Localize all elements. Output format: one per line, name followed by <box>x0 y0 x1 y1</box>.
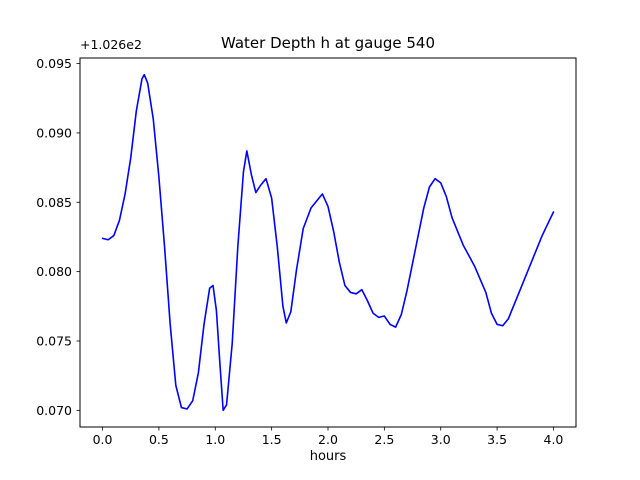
axes-frame <box>79 57 577 428</box>
x-tick-label: 3.5 <box>487 432 507 447</box>
y-tick-label: 0.085 <box>36 195 72 210</box>
x-tick-label: 1.0 <box>205 432 225 447</box>
y-tick-label: 0.075 <box>36 333 72 348</box>
x-tick-label: 3.0 <box>431 432 451 447</box>
chart-title: Water Depth h at gauge 540 <box>220 34 436 52</box>
x-tick-label: 0.5 <box>149 432 169 447</box>
y-tick-label: 0.095 <box>36 56 72 71</box>
x-tick-label: 2.5 <box>374 432 394 447</box>
y-tick-label: 0.080 <box>36 264 72 279</box>
y-tick-label: 0.070 <box>36 403 72 418</box>
y-axis-offset-text: +1.026e2 <box>80 37 142 52</box>
x-tick-label: 0.0 <box>93 432 113 447</box>
x-tick-label: 2.0 <box>318 432 338 447</box>
x-tick-label: 1.5 <box>262 432 282 447</box>
depth-series-line <box>101 73 555 412</box>
y-tick-label: 0.090 <box>36 125 72 140</box>
x-axis-label: hours <box>309 449 347 464</box>
x-tick-label: 4.0 <box>544 432 564 447</box>
